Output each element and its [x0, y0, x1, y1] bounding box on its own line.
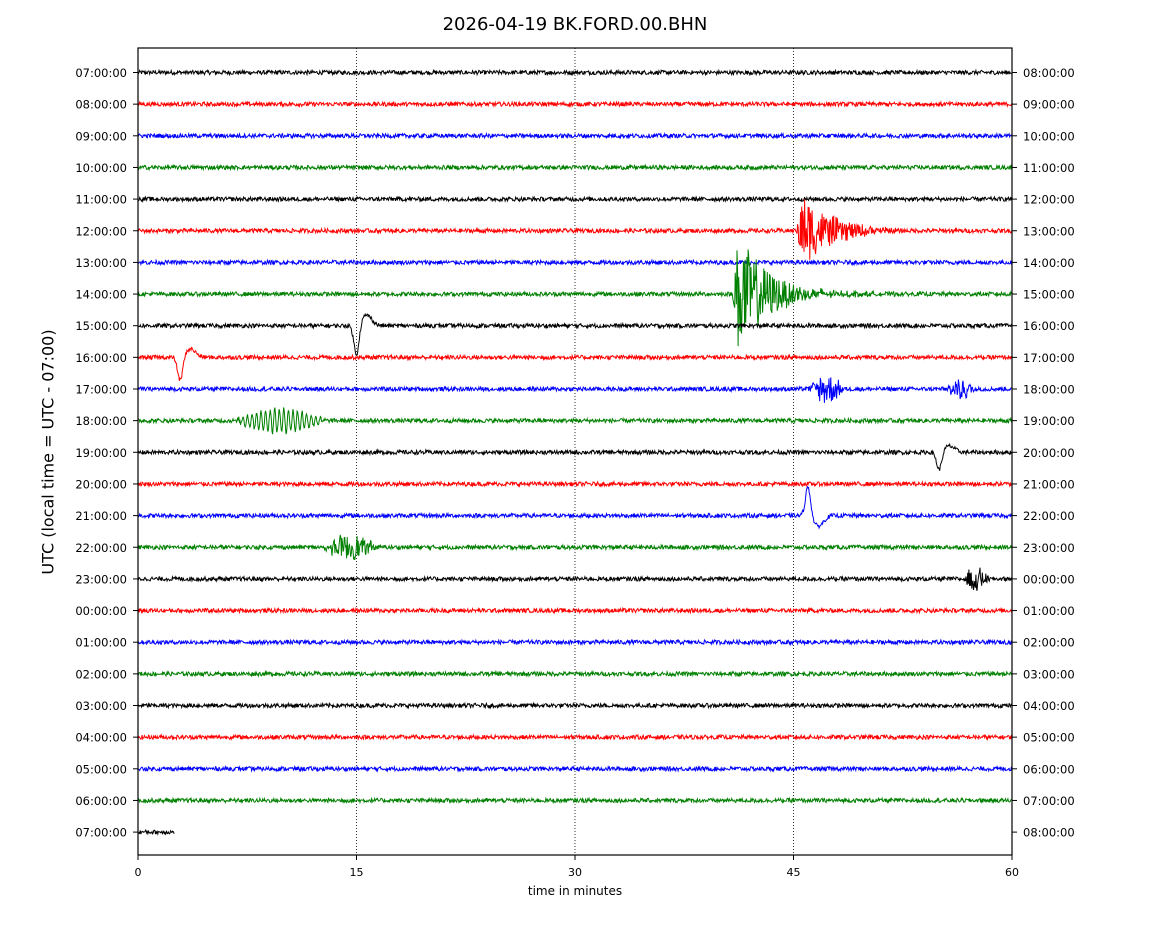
trace-row-23 [137, 764, 1013, 773]
trace-row-6 [137, 199, 1013, 260]
y-tick-label-right: 17:00:00 [1023, 351, 1075, 365]
trace-row-4 [137, 163, 1013, 172]
y-tick-label-left: 19:00:00 [75, 446, 127, 460]
trace-row-7 [137, 258, 1013, 267]
y-tick-label-left: 21:00:00 [75, 509, 127, 523]
trace-row-13 [137, 442, 1013, 471]
x-tick-label: 60 [1005, 866, 1019, 879]
x-tick-label: 15 [350, 866, 364, 879]
y-tick-label-right: 05:00:00 [1023, 731, 1075, 745]
x-tick-label: 45 [787, 866, 801, 879]
y-tick-label-right: 12:00:00 [1023, 193, 1075, 207]
y-tick-label-left: 08:00:00 [75, 98, 127, 112]
y-tick-label-right: 08:00:00 [1023, 66, 1075, 80]
trace-row-8 [137, 249, 1013, 347]
trace-layer [137, 68, 1013, 836]
y-tick-label-left: 10:00:00 [75, 161, 127, 175]
axes-layer: 0 15 30 45 60 07:00:00 08:00:00 08:00:00 09:00:0… [75, 66, 1074, 879]
trace-row-22 [137, 733, 1013, 742]
y-tick-label-left: 01:00:00 [75, 636, 127, 650]
x-tick-label: 30 [568, 866, 582, 879]
trace-row-21 [137, 701, 1013, 710]
y-tick-label-left: 05:00:00 [75, 762, 127, 776]
y-tick-label-right: 10:00:00 [1023, 129, 1075, 143]
y-tick-label-right: 13:00:00 [1023, 224, 1075, 238]
y-tick-label-left: 14:00:00 [75, 288, 127, 302]
y-tick-label-right: 08:00:00 [1023, 826, 1075, 840]
y-tick-label-right: 23:00:00 [1023, 541, 1075, 555]
trace-row-18 [137, 606, 1013, 615]
y-tick-label-right: 03:00:00 [1023, 667, 1075, 681]
y-tick-label-left: 04:00:00 [75, 731, 127, 745]
y-tick-label-right: 07:00:00 [1023, 794, 1075, 808]
trace-row-2 [137, 100, 1013, 109]
trace-row-25 [137, 829, 175, 836]
trace-row-5 [137, 195, 1013, 204]
y-tick-label-right: 21:00:00 [1023, 477, 1075, 491]
trace-row-14 [137, 479, 1013, 488]
y-tick-label-right: 19:00:00 [1023, 414, 1075, 428]
y-tick-label-left: 20:00:00 [75, 477, 127, 491]
trace-row-10 [137, 346, 1013, 381]
trace-row-15 [137, 485, 1013, 530]
y-tick-label-left: 02:00:00 [75, 667, 127, 681]
trace-row-11 [137, 377, 1013, 403]
y-tick-label-right: 20:00:00 [1023, 446, 1075, 460]
y-tick-label-left: 17:00:00 [75, 383, 127, 397]
y-tick-label-right: 09:00:00 [1023, 98, 1075, 112]
y-tick-label-left: 00:00:00 [75, 604, 127, 618]
y-tick-label-right: 04:00:00 [1023, 699, 1075, 713]
chart-title: 2026-04-19 BK.FORD.00.BHN [442, 14, 708, 35]
y-tick-label-right: 14:00:00 [1023, 256, 1075, 270]
y-tick-label-left: 03:00:00 [75, 699, 127, 713]
y-tick-label-right: 06:00:00 [1023, 762, 1075, 776]
trace-row-24 [137, 796, 1013, 805]
trace-row-3 [137, 131, 1013, 140]
y-tick-label-right: 22:00:00 [1023, 509, 1075, 523]
y-tick-label-right: 15:00:00 [1023, 288, 1075, 302]
y-tick-label-left: 09:00:00 [75, 129, 127, 143]
trace-row-20 [137, 669, 1013, 678]
y-tick-label-left: 16:00:00 [75, 351, 127, 365]
y-tick-label-left: 11:00:00 [75, 193, 127, 207]
y-tick-label-right: 02:00:00 [1023, 636, 1075, 650]
trace-row-1 [137, 68, 1013, 77]
y-tick-label-left: 22:00:00 [75, 541, 127, 555]
trace-row-9 [137, 312, 1013, 357]
y-tick-label-left: 15:00:00 [75, 319, 127, 333]
trace-row-19 [137, 638, 1013, 647]
y-tick-label-left: 07:00:00 [75, 826, 127, 840]
y-tick-label-right: 16:00:00 [1023, 319, 1075, 333]
trace-row-12 [137, 407, 1013, 435]
y-tick-label-left: 12:00:00 [75, 224, 127, 238]
y-tick-label-left: 13:00:00 [75, 256, 127, 270]
y-tick-label-left: 18:00:00 [75, 414, 127, 428]
x-axis-label: time in minutes [527, 884, 623, 898]
y-tick-label-left: 06:00:00 [75, 794, 127, 808]
x-tick-label: 0 [135, 866, 142, 879]
trace-row-17 [137, 567, 1013, 591]
y-tick-label-right: 18:00:00 [1023, 383, 1075, 397]
y-tick-label-right: 01:00:00 [1023, 604, 1075, 618]
gridlines [356, 48, 794, 855]
trace-row-16 [137, 534, 1013, 561]
y-tick-label-right: 00:00:00 [1023, 572, 1075, 586]
y-tick-label-right: 11:00:00 [1023, 161, 1075, 175]
y-tick-label-left: 23:00:00 [75, 572, 127, 586]
y-tick-label-left: 07:00:00 [75, 66, 127, 80]
